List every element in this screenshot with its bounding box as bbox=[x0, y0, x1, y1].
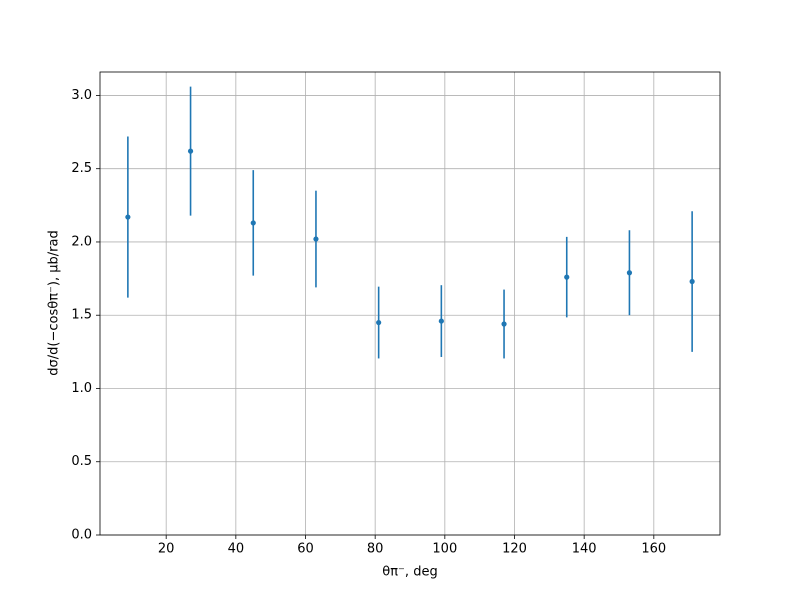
y-axis-label: dσ/d(−cosθπ⁻), μb/rad bbox=[47, 230, 62, 375]
x-axis-label: θπ⁻, deg bbox=[382, 565, 437, 580]
y-tick-label: 3.0 bbox=[71, 88, 92, 103]
y-tick-label: 2.5 bbox=[71, 161, 92, 176]
x-tick-label: 120 bbox=[502, 542, 527, 557]
data-point bbox=[250, 220, 256, 226]
data-point bbox=[187, 148, 194, 154]
data-point bbox=[564, 274, 570, 280]
data-point bbox=[376, 319, 382, 326]
data-point bbox=[501, 321, 507, 327]
x-tick-label: 140 bbox=[572, 542, 597, 557]
y-tick-label: 0.0 bbox=[71, 528, 92, 543]
plot-frame bbox=[99, 71, 721, 536]
data-point bbox=[626, 270, 633, 276]
data-point bbox=[125, 214, 131, 220]
x-tick-label: 20 bbox=[158, 542, 175, 557]
data-point bbox=[689, 278, 695, 285]
y-tick-label: 2.0 bbox=[71, 234, 92, 249]
x-tick-label: 100 bbox=[432, 542, 457, 557]
y-tick-label: 0.5 bbox=[71, 454, 92, 469]
y-tick-label: 1.0 bbox=[71, 381, 92, 396]
y-tick-label: 1.5 bbox=[71, 308, 92, 323]
x-tick-label: 80 bbox=[367, 542, 384, 557]
data-point bbox=[313, 236, 319, 242]
x-tick-label: 60 bbox=[297, 542, 314, 557]
x-tick-label: 160 bbox=[641, 542, 666, 557]
data-point bbox=[438, 318, 444, 324]
x-tick-label: 40 bbox=[228, 542, 245, 557]
